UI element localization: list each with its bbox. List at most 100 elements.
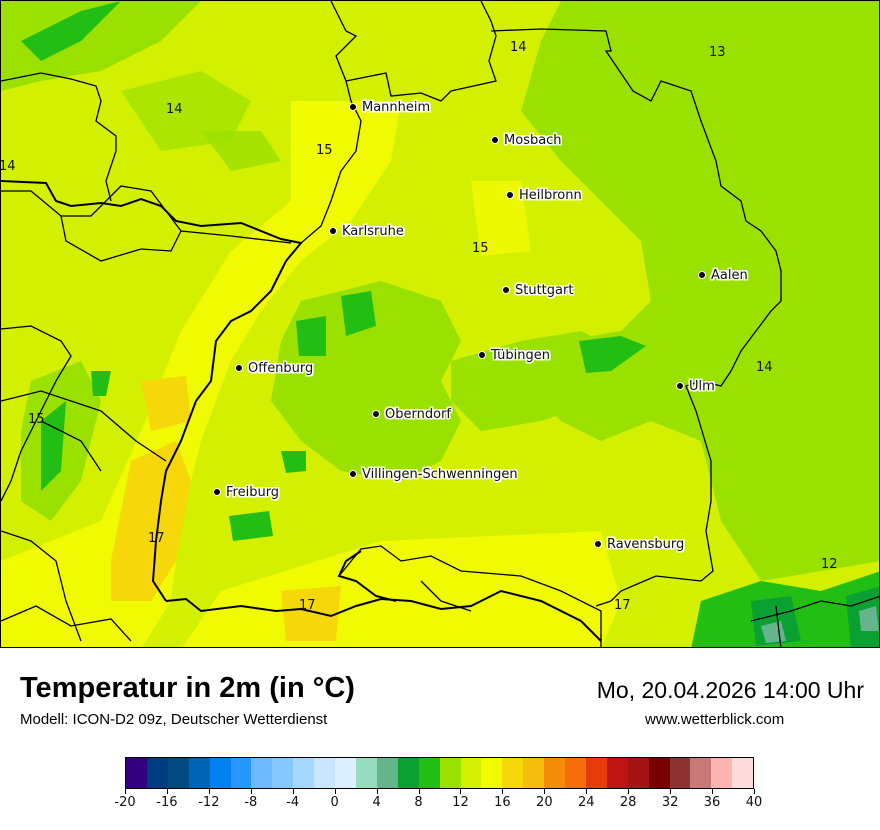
colorbar-swatch (460, 758, 482, 788)
colorbar-swatch (126, 758, 147, 788)
city-dot-icon (502, 285, 510, 294)
colorbar-tick-label: -16 (156, 795, 178, 810)
contour-value: 13 (709, 45, 726, 60)
colorbar-swatch (397, 758, 419, 788)
colorbar-tick-mark (376, 789, 378, 794)
colorbar-swatch (669, 758, 691, 788)
colorbar-tick-mark (334, 789, 336, 794)
colorbar-swatch (355, 758, 377, 788)
colorbar-tick-label: -8 (244, 795, 258, 810)
colorbar-swatch (544, 758, 566, 788)
colorbar-swatch (146, 758, 168, 788)
city-dot-icon (698, 270, 706, 279)
city-label-offenburg: Offenburg (235, 361, 313, 376)
city-label-tuebingen: Tübingen (478, 348, 550, 363)
colorbar-swatch (293, 758, 315, 788)
colorbar-swatch (418, 758, 440, 788)
city-dot-icon (594, 539, 602, 548)
contour-value: 15 (472, 241, 489, 256)
city-label-mosbach: Mosbach (491, 133, 562, 148)
colorbar-tick-label: 32 (661, 795, 679, 810)
colorbar-swatch (711, 758, 733, 788)
colorbar-tick-mark (166, 789, 168, 794)
colorbar-swatch (502, 758, 524, 788)
city-label-aalen: Aalen (698, 268, 748, 283)
city-label-ravensburg: Ravensburg (594, 537, 684, 552)
colorbar-swatch (376, 758, 398, 788)
colorbar-swatch (335, 758, 356, 788)
colorbar-tick-mark (292, 789, 294, 794)
colorbar-tick-mark (754, 789, 755, 794)
contour-value: 14 (166, 102, 183, 117)
city-label-heilbronn: Heilbronn (506, 188, 582, 203)
city-label-karlsruhe: Karlsruhe (329, 224, 404, 239)
contour-value: 15 (28, 412, 45, 427)
map-fields (1, 1, 879, 647)
colorbar-swatch (690, 758, 712, 788)
contour-value: 17 (614, 598, 631, 613)
temperature-map[interactable]: Mannheim Mosbach Heilbronn Karlsruhe Aal… (0, 0, 880, 648)
city-dot-icon (349, 469, 357, 478)
colorbar-tick-mark (250, 789, 252, 794)
colorbar-swatch (565, 758, 586, 788)
colorbar-tick-mark (502, 789, 504, 794)
colorbar-tick-label: 16 (494, 795, 511, 810)
colorbar-swatch (585, 758, 607, 788)
colorbar-legend (125, 757, 754, 789)
city-dot-icon (213, 487, 221, 496)
colorbar-tick-mark (208, 789, 210, 794)
colorbar-tick-mark (712, 789, 714, 794)
colorbar-tick-label: 12 (452, 795, 469, 810)
colorbar-swatch (732, 758, 754, 788)
colorbar-tick-label: -4 (286, 795, 300, 810)
colorbar-tick-mark (670, 789, 672, 794)
colorbar-tick-mark (544, 789, 546, 794)
colorbar-ticks: -20 -16 -12 -8 -4 0 4 8 12 16 20 24 28 32 36 40 (114, 789, 762, 819)
city-dot-icon (372, 409, 380, 418)
colorbar-tick-label: 40 (745, 795, 763, 810)
colorbar-swatch (251, 758, 273, 788)
colorbar-tick-mark (628, 789, 630, 794)
contour-value: 17 (148, 531, 165, 546)
contour-value: 14 (756, 360, 773, 375)
contour-value: 12 (821, 557, 838, 572)
colorbar-tick-mark (418, 789, 420, 794)
colorbar-swatch (209, 758, 231, 788)
colorbar-swatch (627, 758, 649, 788)
city-label-mannheim: Mannheim (349, 100, 430, 115)
colorbar-tick-label: 24 (577, 795, 595, 810)
colorbar-swatch (167, 758, 189, 788)
colorbar-swatch (439, 758, 461, 788)
colorbar-swatch (481, 758, 503, 788)
colorbar-swatch (314, 758, 336, 788)
city-label-stuttgart: Stuttgart (502, 283, 573, 298)
contour-value: 14 (510, 40, 527, 55)
city-dot-icon (349, 102, 357, 111)
colorbar-tick-label: 28 (619, 795, 637, 810)
contour-value: 17 (299, 598, 316, 613)
colorbar-tick-label: 36 (703, 795, 721, 810)
colorbar-swatch (188, 758, 210, 788)
city-dot-icon (329, 226, 337, 235)
city-label-ulm: Ulm (676, 379, 715, 394)
website-link[interactable]: www.wetterblick.com (645, 711, 785, 728)
model-source: Modell: ICON-D2 09z, Deutscher Wetterdie… (20, 711, 328, 728)
map-title: Temperatur in 2m (in °C) (20, 672, 355, 704)
city-dot-icon (506, 190, 514, 199)
colorbar-swatch (272, 758, 294, 788)
contour-value: 15 (316, 143, 333, 158)
valid-datetime: Mo, 20.04.2026 14:00 Uhr (596, 677, 864, 703)
colorbar-tick-mark (125, 789, 126, 794)
city-dot-icon (491, 135, 499, 144)
city-dot-icon (676, 381, 684, 390)
colorbar-swatch (230, 758, 252, 788)
city-dot-icon (235, 363, 243, 372)
contour-value: 14 (0, 159, 16, 174)
city-dot-icon (478, 350, 486, 359)
city-label-oberndorf: Oberndorf (372, 407, 451, 422)
colorbar-swatch (606, 758, 628, 788)
city-label-villingen-schwenningen: Villingen-Schwenningen (349, 467, 518, 482)
colorbar-tick-mark (586, 789, 588, 794)
colorbar-tick-label: -12 (198, 795, 220, 810)
city-label-freiburg: Freiburg (213, 485, 279, 500)
